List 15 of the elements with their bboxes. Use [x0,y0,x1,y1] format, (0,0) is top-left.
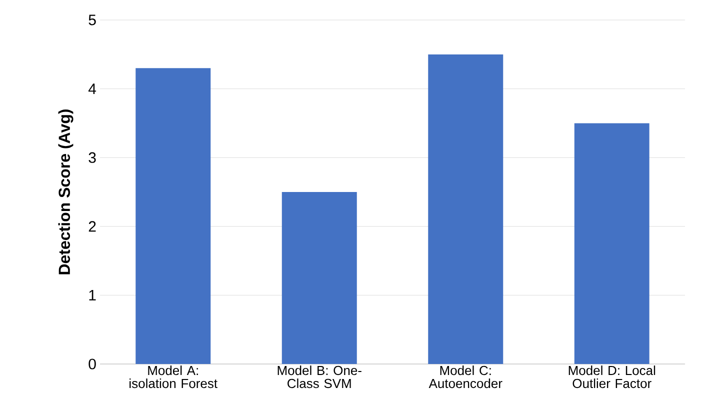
y-tick-label: 0 [88,358,96,370]
y-tick-label: 2 [88,221,96,232]
x-tick-label: Model D: Local Outlier Factor [568,366,656,388]
bar [428,54,504,364]
x-tick-label: Model A: isolation Forest [130,366,218,388]
y-axis-title: Detection Score (Avg) [58,110,74,274]
x-tick-label: Model B: One-Class SVM [278,366,362,388]
bar [282,192,357,364]
bar [136,68,211,364]
y-tick-label: 5 [88,14,96,26]
y-tick-label: 3 [88,152,96,163]
bar [574,123,650,364]
y-tick-label: 4 [88,84,96,94]
x-tick-label: Model C: Autoencoder [428,366,502,388]
y-tick-label: 1 [89,290,96,300]
